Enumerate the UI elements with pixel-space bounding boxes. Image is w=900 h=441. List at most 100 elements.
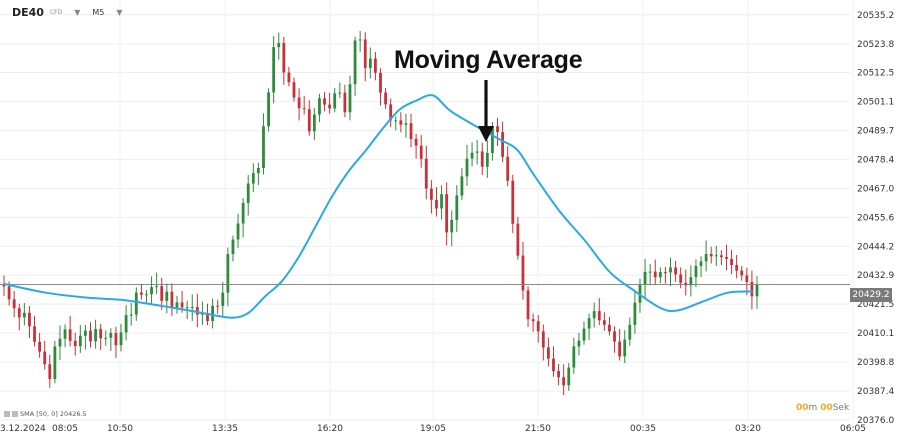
x-tick-label: 16:20 [317,424,343,434]
candle-body [211,305,215,321]
y-axis: 20376.0 20387.4 20398.8 20410.1 20421.5 20432… [857,11,894,426]
candle-body [12,299,16,309]
y-tick-label: 20512.5 [857,69,894,79]
x-tick-label: 06:05 [840,424,866,434]
y-tick-label: 20467.0 [857,184,894,194]
y-tick-label: 20501.1 [857,98,894,108]
y-tick-label: 20398.8 [857,358,894,368]
candle-body [531,319,535,322]
candle-body [730,258,733,265]
candle-body [755,284,759,297]
candle-body [307,109,311,132]
candle-body [353,40,357,85]
candle-body [328,104,332,109]
candle-body [323,98,326,105]
candle-body [338,92,342,94]
candle-body [43,351,47,365]
candle-body [435,199,438,209]
indicator-settings-icon[interactable] [4,411,10,417]
candle-body [745,275,749,283]
candle-body [312,114,316,132]
candle-body [608,324,611,332]
candle-body [175,302,179,308]
x-tick-label: 21:50 [525,424,551,434]
sma-line [3,94,754,319]
candle-body [374,58,377,73]
candle-body [368,58,372,68]
candle-body [7,286,11,300]
candle-body [155,286,159,288]
instrument-type-label: CFD [49,9,63,16]
candle-body [628,324,632,340]
candle-body [653,271,657,278]
candle-body [618,341,622,357]
timer-minutes: 00 [796,403,809,413]
candle-body [221,292,225,306]
candle-body [664,272,667,274]
symbol-label[interactable]: DE40 [12,6,44,19]
candle-body [379,72,382,93]
candle-body [109,332,113,338]
candle-body [577,340,581,347]
candle-body [226,254,230,293]
candle-body [536,321,540,332]
timeframe-dropdown-icon[interactable]: ▼ [116,8,123,17]
candle-body [572,346,576,368]
candle-body [206,313,209,321]
symbol-dropdown-icon[interactable]: ▼ [74,8,81,17]
candle-body [272,47,276,93]
candle-body [602,320,606,325]
y-tick-label: 20410.1 [857,329,894,339]
y-tick-label: 20432.9 [857,271,894,281]
last-price-tag: 20429.2 [850,288,892,302]
candle-body [262,126,265,168]
candle-body [256,168,260,174]
candle-timer: 00m 00Sek [796,403,849,413]
y-tick-label: 20387.4 [857,387,894,397]
candle-body [501,132,505,157]
x-tick-label: 03:20 [735,424,761,434]
candle-body [506,156,510,181]
candle-body [94,329,97,342]
candle-body [740,270,744,276]
candle-body [465,158,469,177]
candle-body [33,326,36,342]
grid-lines [0,0,854,421]
y-tick-label: 20535.2 [857,11,894,21]
candle-body [89,330,92,342]
candle-body [267,92,270,127]
candle-body [719,255,723,258]
candle-body [22,312,26,318]
y-tick-label: 20489.7 [857,127,894,137]
candle-body [567,367,571,386]
candle-body [491,126,494,153]
candle-body [58,338,62,347]
candle-body [180,302,184,308]
candle-body [124,315,128,333]
timeframe-label[interactable]: M5 [92,8,105,17]
candle-body [597,311,601,321]
candle-body [297,97,301,109]
candle-body [429,188,433,200]
candle-body [460,176,464,196]
candle-body [475,151,479,153]
candle-body [485,152,489,167]
candle-body [246,183,250,203]
indicator-remove-icon[interactable] [12,411,18,417]
indicator-value: 20426.5 [59,410,87,418]
candle-body [73,340,77,347]
candle-body [348,84,352,113]
annotation-arrow [478,80,494,142]
candle-body [129,314,133,316]
candle-body [404,123,408,125]
candle-body [145,294,148,296]
candle-body [679,274,683,283]
candle-body [689,277,693,286]
candle-body [613,331,616,342]
candle-body [119,332,123,346]
candle-body [699,261,703,266]
y-tick-label: 20455.6 [857,213,894,223]
candle-body [450,219,454,233]
timer-seconds: 00 [820,403,833,413]
